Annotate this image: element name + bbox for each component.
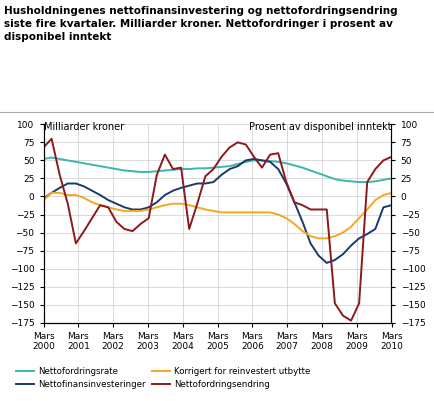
Legend: Nettofordringsrate, Nettofinansinvesteringer, Korrigert for reinvestert utbytte,: Nettofordringsrate, Nettofinansinvesteri… bbox=[13, 363, 313, 393]
Text: Husholdningenes nettofinansinvestering og nettofordringsendring
siste fire kvart: Husholdningenes nettofinansinvestering o… bbox=[4, 6, 397, 43]
Text: Prosent av disponibel inntekt: Prosent av disponibel inntekt bbox=[248, 122, 391, 132]
Text: Milliarder kroner: Milliarder kroner bbox=[43, 122, 123, 132]
